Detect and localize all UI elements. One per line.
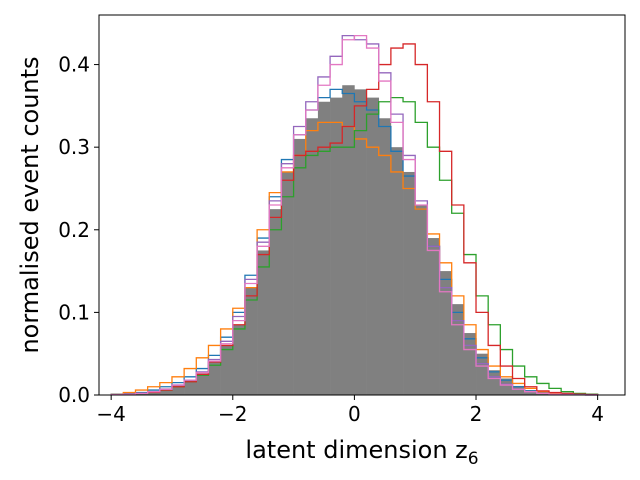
reference-bar [488,370,501,395]
x-tick-label: −2 [218,402,247,426]
reference-bar [269,209,282,395]
reference-bar [354,89,367,395]
x-tick-label: −4 [96,402,125,426]
series-0-step-line [110,88,599,396]
reference-bar [317,101,331,395]
reference-bar [232,324,246,395]
reference-bar [366,97,380,395]
reference-bar [257,250,270,395]
reference-bar [281,171,294,395]
reference-bar [196,373,209,395]
x-axis-label-subscript: 6 [468,449,479,469]
reference-bar [184,380,197,395]
plot-frame [98,14,626,396]
y-tick-label: 0.2 [58,218,90,242]
y-tick-label: 0.4 [58,53,90,77]
reference-bar [403,171,416,395]
reference-bar [451,304,465,395]
x-tick-label: 2 [470,402,483,426]
x-axis-ticks: −4 −2 0 2 4 [96,395,604,426]
reference-bar [463,333,477,395]
reference-bar [208,361,221,395]
x-tick-label: 4 [591,402,604,426]
reference-bar [390,147,404,395]
reference-bar [476,353,489,395]
reference-bar [342,85,355,395]
reference-bar [220,345,234,395]
reference-bar [427,238,440,395]
series-3-step-line [110,43,599,396]
reference-histogram [111,85,598,396]
series-histograms [110,35,599,396]
reference-bar [305,118,319,396]
reference-bar [159,388,173,395]
reference-bar [330,97,343,395]
y-tick-label: 0.3 [58,135,90,159]
reference-bar [171,385,185,395]
series-5-step-line [110,35,599,396]
x-axis-label: latent dimension z6 [245,436,478,469]
reference-bar [244,287,258,395]
y-tick-label: 0.0 [58,383,90,407]
reference-bar [512,385,525,395]
y-tick-label: 0.1 [58,300,90,324]
reference-bar [524,390,538,395]
reference-bar [500,378,513,395]
reference-bar [378,118,392,396]
x-tick-label: 0 [348,402,361,426]
reference-bar [293,138,307,396]
reference-bar [439,271,452,395]
y-axis-label: normalised event counts [16,56,44,353]
reference-bar [415,205,428,395]
y-axis-ticks: 0.0 0.1 0.2 0.3 0.4 [58,53,99,407]
